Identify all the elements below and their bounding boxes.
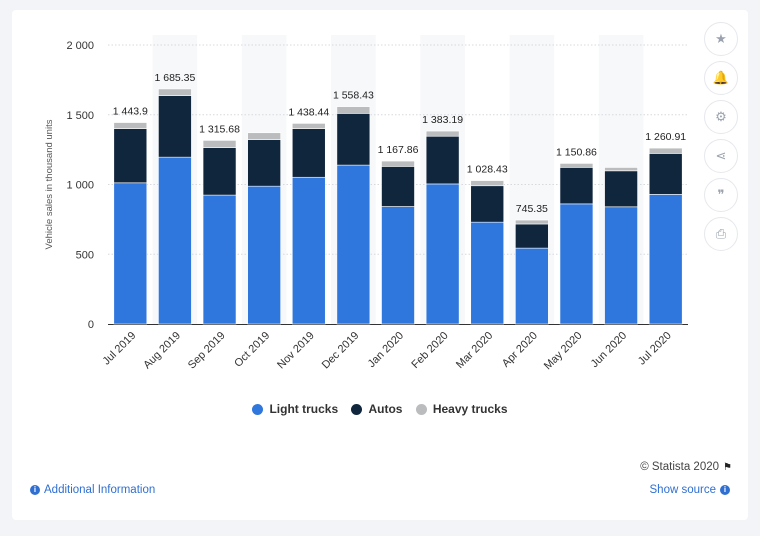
data-label-total: 1 438.44	[288, 106, 329, 118]
bar-segment-light-trucks	[336, 164, 371, 325]
bar-segment-light-trucks	[559, 203, 594, 325]
x-tick-label: Feb 2020	[409, 330, 450, 371]
copyright-text: © Statista 2020 ⚑	[640, 461, 732, 473]
bar-segment-heavy-trucks	[291, 123, 326, 130]
legend-item-autos[interactable]: Autos	[351, 402, 402, 416]
x-tick-label: Oct 2019	[232, 330, 272, 370]
bar-segment-heavy-trucks	[202, 140, 237, 148]
x-tick-label: Apr 2020	[500, 330, 540, 370]
side-toolbar: ★ 🔔 ⚙ ⋖ ❞ ⎙	[704, 22, 740, 256]
bar-chart: 0 500 1 000 1 500 2 000 Vehicle sales in thou…	[44, 35, 688, 373]
bar-segment-heavy-trucks	[425, 130, 460, 137]
bar-segment-light-trucks	[381, 206, 415, 325]
bar-segment-heavy-trucks	[470, 180, 505, 187]
quote-icon[interactable]: ❞	[704, 178, 738, 212]
bar-segment-autos	[247, 139, 281, 187]
additional-information-link[interactable]: i Additional Information	[30, 484, 155, 496]
bar-segment-heavy-trucks	[158, 88, 192, 96]
bar-segment-light-trucks	[291, 176, 326, 325]
bar-segment-light-trucks	[648, 194, 683, 325]
legend-item-heavy-trucks[interactable]: Heavy trucks	[415, 402, 508, 416]
x-tick-label: Mar 2020	[454, 330, 495, 371]
show-source-label: Show source	[649, 484, 716, 496]
legend-swatch-light-trucks	[252, 403, 264, 415]
bar-segment-autos	[648, 153, 683, 195]
bar-segment-light-trucks	[470, 221, 505, 325]
bar-segment-autos	[470, 185, 505, 223]
data-label-total: 1 260.91	[645, 131, 686, 143]
legend-swatch-autos	[351, 403, 363, 415]
legend-item-light-trucks[interactable]: Light trucks	[252, 402, 338, 416]
bar-segment-heavy-trucks	[113, 122, 148, 129]
bar-segment-heavy-trucks	[604, 167, 638, 172]
bar-segment-autos	[113, 128, 148, 184]
data-label-total: 1 443.9	[113, 106, 148, 118]
bar-segment-autos	[336, 113, 371, 166]
data-label-total: 1 558.43	[333, 90, 374, 102]
chart-legend: Light trucks Autos Heavy trucks	[12, 402, 748, 418]
bar-segment-autos	[291, 128, 326, 178]
bar-segment-light-trucks	[604, 206, 638, 325]
bar-segment-autos	[425, 135, 460, 185]
share-icon[interactable]: ⋖	[704, 139, 738, 173]
data-label-total: 1 167.86	[378, 144, 419, 156]
y-axis-title: Vehicle sales in thousand units	[44, 119, 55, 249]
bar-segment-heavy-trucks	[247, 132, 281, 140]
star-icon[interactable]: ★	[704, 22, 738, 56]
x-tick-label: Nov 2019	[275, 330, 317, 372]
bar-segment-heavy-trucks	[648, 147, 683, 154]
info-icon: i	[720, 485, 730, 495]
x-tick-label: Dec 2019	[320, 330, 362, 372]
data-label-total: 745.35	[516, 203, 548, 215]
additional-information-label: Additional Information	[44, 484, 156, 496]
bar-segment-light-trucks	[515, 247, 549, 325]
x-tick-label: May 2020	[542, 330, 585, 373]
bar-segment-heavy-trucks	[336, 106, 371, 114]
data-label-total: 1 685.35	[154, 72, 195, 84]
bar-segment-autos	[202, 147, 237, 196]
bar-segment-autos	[381, 166, 415, 207]
copyright-label: © Statista 2020	[640, 461, 720, 473]
y-tick-label: 0	[88, 319, 94, 331]
bar-segment-light-trucks	[158, 156, 192, 325]
gear-icon[interactable]: ⚙	[704, 100, 738, 134]
x-tick-label: Sep 2019	[186, 330, 228, 372]
bar-segment-autos	[515, 223, 549, 249]
x-tick-label: Jul 2019	[101, 330, 139, 368]
bar-segment-heavy-trucks	[515, 219, 549, 225]
bar-segment-autos	[604, 170, 638, 208]
y-tick-label: 1 000	[66, 180, 94, 192]
bar-segment-light-trucks	[247, 185, 281, 325]
bar-segment-heavy-trucks	[559, 163, 594, 168]
show-source-link[interactable]: Show source i	[650, 484, 730, 496]
x-tick-label: Aug 2019	[141, 330, 183, 372]
legend-swatch-heavy-trucks	[415, 403, 427, 415]
chart-card: 0 500 1 000 1 500 2 000 Vehicle sales in thou…	[12, 10, 748, 520]
y-tick-label: 500	[76, 249, 94, 261]
data-label-total: 1 315.68	[199, 123, 240, 135]
data-label-total: 1 028.43	[467, 164, 508, 176]
y-tick-label: 2 000	[66, 40, 94, 52]
data-label-total: 1 150.86	[556, 146, 597, 158]
info-icon: i	[30, 485, 40, 495]
bar-segment-light-trucks	[425, 183, 460, 325]
data-label-total: 1 383.19	[422, 114, 463, 126]
x-tick-label: Jan 2020	[366, 330, 406, 370]
bar-segment-autos	[559, 167, 594, 205]
legend-label-light-trucks: Light trucks	[269, 402, 339, 416]
x-tick-label: Jul 2020	[636, 330, 674, 368]
legend-label-heavy-trucks: Heavy trucks	[432, 402, 508, 416]
bar-segment-autos	[158, 95, 192, 158]
print-icon[interactable]: ⎙	[704, 217, 738, 251]
bar-segment-light-trucks	[202, 194, 237, 325]
legend-label-autos: Autos	[368, 402, 403, 416]
y-tick-label: 1 500	[66, 110, 94, 122]
bar-segment-light-trucks	[113, 182, 148, 325]
bell-icon[interactable]: 🔔	[704, 61, 738, 95]
flag-icon: ⚑	[723, 462, 732, 473]
bar-segment-heavy-trucks	[381, 160, 415, 167]
x-tick-label: Jun 2020	[589, 330, 629, 370]
